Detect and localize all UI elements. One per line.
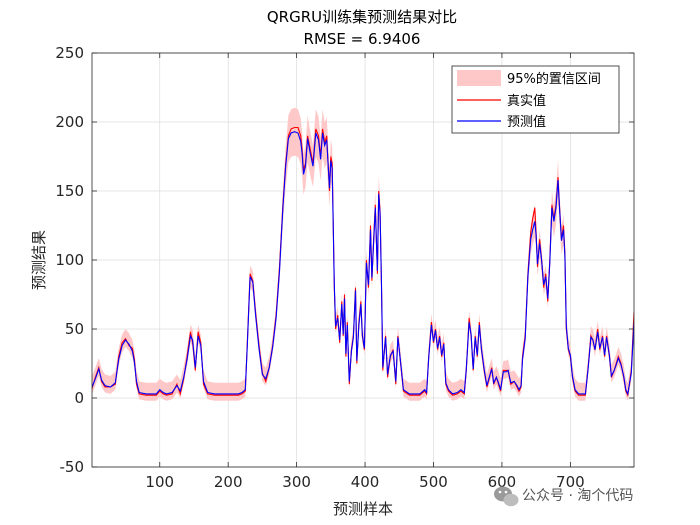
predicted-values-line [92, 131, 634, 396]
legend: 95%的置信区间 真实值 预测值 [451, 65, 620, 134]
y-tick-label: 50 [65, 320, 84, 338]
y-tick-label: 150 [55, 182, 84, 200]
chart-subtitle: RMSE = 6.9406 [304, 30, 421, 48]
legend-true-label: 真实值 [507, 93, 546, 109]
y-tick-label: 0 [74, 389, 84, 407]
x-axis-label: 预测样本 [333, 500, 393, 518]
x-tick-label: 200 [214, 473, 243, 491]
x-tick-label: 700 [556, 473, 585, 491]
axis-ticks: 100 200 300 400 500 600 700 -50 0 50 100 150 200 250 [55, 44, 634, 491]
x-tick-label: 100 [145, 473, 174, 491]
wechat-icon [494, 486, 519, 507]
legend-ci-label: 95%的置信区间 [507, 71, 601, 87]
x-tick-label: 300 [282, 473, 311, 491]
watermark-text: 公众号 · 淘个代码 [522, 488, 633, 504]
legend-pred-label: 预测值 [507, 114, 546, 130]
plot-content [92, 107, 634, 401]
y-tick-label: 100 [55, 251, 84, 269]
chart-title: QRGRU训练集预测结果对比 [267, 8, 457, 26]
x-tick-label: 600 [488, 473, 517, 491]
x-tick-label: 400 [351, 473, 380, 491]
legend-ci-swatch [457, 70, 501, 86]
watermark: 公众号 · 淘个代码 [494, 486, 633, 507]
y-axis-label: 预测结果 [30, 230, 48, 290]
x-tick-label: 500 [419, 473, 448, 491]
y-tick-label: -50 [60, 458, 85, 476]
y-tick-label: 250 [55, 44, 84, 62]
y-tick-label: 200 [55, 113, 84, 131]
